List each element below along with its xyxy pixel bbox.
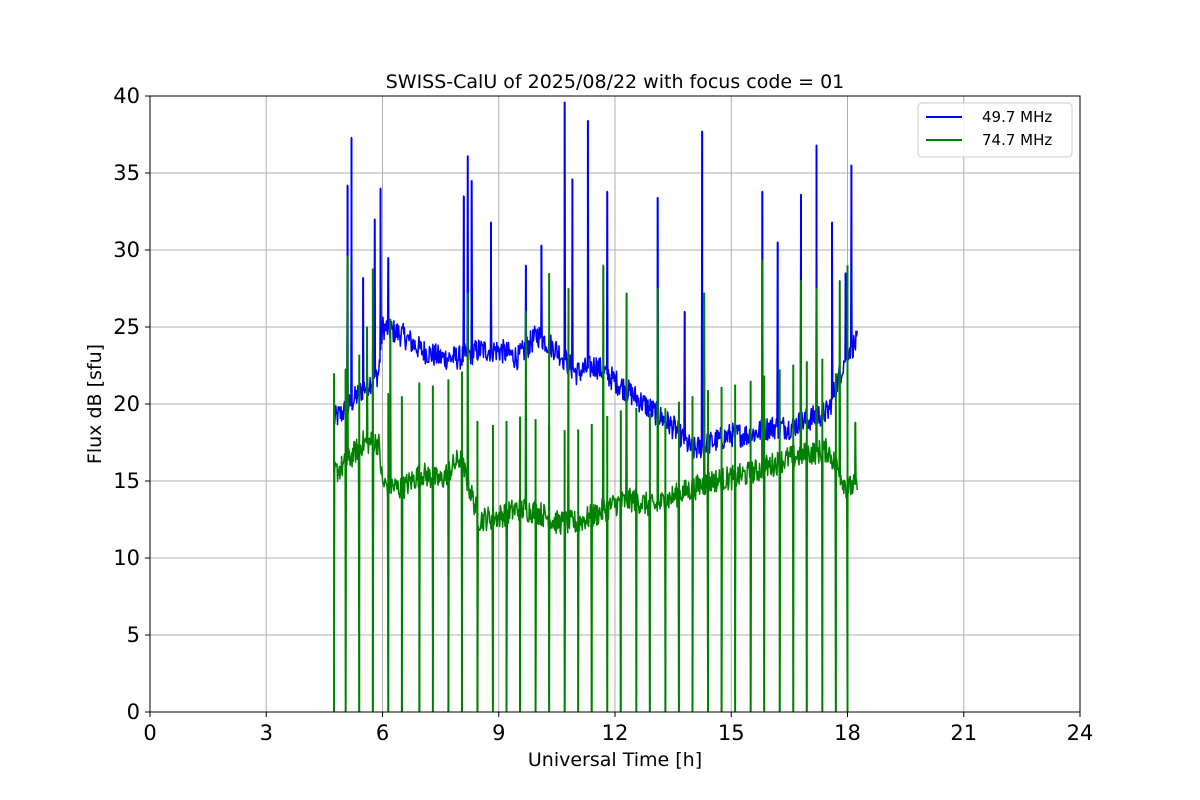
- y-tick-label: 10: [113, 546, 140, 570]
- y-tick-label: 15: [113, 469, 140, 493]
- x-axis-label: Universal Time [h]: [528, 749, 702, 771]
- x-tick-label: 6: [376, 721, 389, 745]
- x-tick-label: 24: [1067, 721, 1094, 745]
- y-tick-label: 25: [113, 315, 140, 339]
- x-axis: 0 3 6 9 12 15 18 21 24: [143, 712, 1093, 745]
- legend-label-49-7: 49.7 MHz: [982, 108, 1052, 126]
- x-tick-label: 3: [260, 721, 273, 745]
- y-tick-label: 35: [113, 161, 140, 185]
- x-tick-label: 18: [834, 721, 861, 745]
- y-tick-label: 5: [127, 623, 140, 647]
- chart-title: SWISS-CalU of 2025/08/22 with focus code…: [386, 71, 845, 93]
- y-tick-label: 30: [113, 238, 140, 262]
- x-tick-label: 0: [143, 721, 156, 745]
- x-tick-label: 21: [950, 721, 977, 745]
- series-line: [333, 101, 858, 459]
- series-layer: [333, 101, 858, 712]
- series-74-7-mhz: [333, 255, 858, 712]
- legend-label-74-7: 74.7 MHz: [982, 131, 1052, 149]
- y-tick-label: 40: [113, 84, 140, 108]
- x-tick-label: 15: [718, 721, 745, 745]
- series-line: [333, 255, 858, 712]
- x-tick-label: 9: [492, 721, 505, 745]
- y-tick-label: 20: [113, 392, 140, 416]
- legend: 49.7 MHz 74.7 MHz: [917, 102, 1073, 158]
- y-axis-label: Flux dB [sfu]: [84, 344, 106, 464]
- y-axis: 0 5 10 15 20 25 30 35 40: [113, 84, 150, 724]
- series-49-7-mhz: [333, 101, 858, 459]
- x-tick-label: 12: [602, 721, 629, 745]
- y-tick-label: 0: [127, 700, 140, 724]
